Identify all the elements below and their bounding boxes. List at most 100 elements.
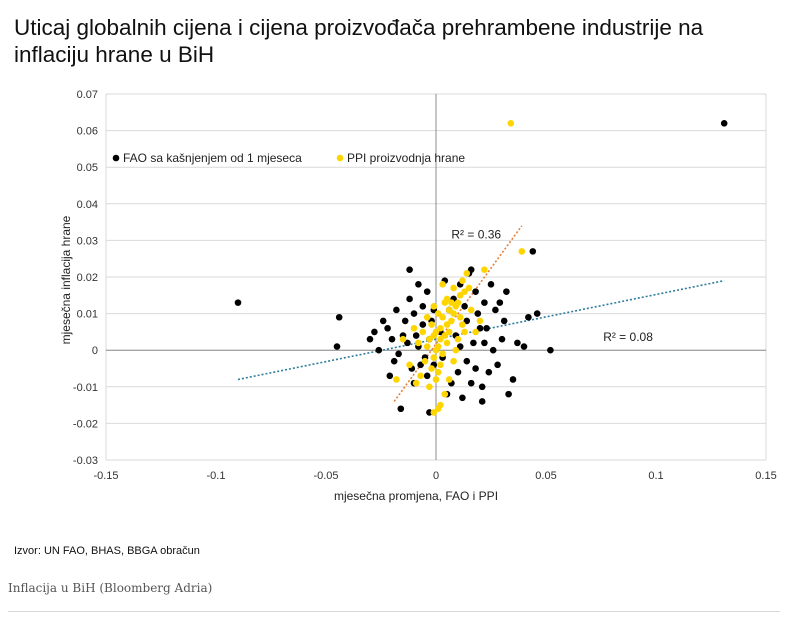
ppi-r2-label: R² = 0.36 <box>451 228 501 242</box>
ppi-point <box>430 302 438 310</box>
ppi-point <box>399 335 407 343</box>
fao-point <box>459 394 466 402</box>
ppi-point <box>410 324 418 332</box>
fao-point <box>463 357 471 365</box>
ppi-point <box>461 288 468 295</box>
fao-point <box>423 288 431 295</box>
fao-point <box>500 317 508 325</box>
fao-point <box>234 299 242 306</box>
fao-point <box>406 295 413 303</box>
y-axis-title: mjesečna inflacija hrane <box>59 215 73 344</box>
fao-point <box>384 324 391 332</box>
fao-point <box>461 302 468 310</box>
ppi-point <box>452 302 460 310</box>
x-tick-label: 0.1 <box>648 470 663 482</box>
ppi-point <box>450 310 457 317</box>
ppi-point <box>465 284 473 292</box>
fao-point <box>335 313 343 321</box>
x-tick-label: 0.05 <box>535 470 556 482</box>
fao-point <box>547 346 554 354</box>
ppi-point <box>441 332 449 339</box>
fao-point <box>375 346 383 354</box>
fao-point <box>533 310 541 317</box>
fao-point <box>423 372 431 380</box>
legend-marker-ppi <box>336 154 344 162</box>
fao-point <box>472 288 479 295</box>
ppi-point <box>430 409 438 416</box>
x-axis-title: mjesečna promjena, FAO i PPI <box>334 489 498 503</box>
chart-figure: Uticaj globalnih cijena i cijena proizvo… <box>14 15 777 557</box>
x-tick-label: -0.05 <box>313 470 338 482</box>
y-tick-label: 0.04 <box>77 199 98 211</box>
fao-point <box>454 368 462 376</box>
fao-point <box>496 299 504 306</box>
fao-point <box>487 281 495 288</box>
y-tick-label: 0.07 <box>77 89 98 101</box>
x-tick-label: -0.15 <box>93 470 118 482</box>
fao-point <box>366 335 374 343</box>
ppi-point <box>461 328 468 336</box>
ppi-point <box>445 376 453 383</box>
fao-point <box>474 310 482 317</box>
fao-point <box>395 350 402 358</box>
ppi-point <box>439 313 446 321</box>
ppi-point <box>507 119 515 127</box>
ppi-point <box>439 350 446 358</box>
ppi-point <box>434 368 442 376</box>
fao-point <box>379 317 387 325</box>
ppi-point <box>426 335 433 343</box>
fao-point <box>401 317 409 325</box>
y-tick-label: -0.02 <box>73 418 98 430</box>
ppi-point <box>481 266 488 273</box>
fao-point <box>456 343 464 350</box>
fao-point <box>720 119 728 127</box>
fao-point <box>489 346 497 354</box>
legend-marker-fao <box>112 154 120 162</box>
fao-point <box>404 339 411 347</box>
chart-title: Uticaj globalnih cijena i cijena proizvo… <box>14 15 704 67</box>
ppi-point <box>443 321 451 328</box>
ppi-point <box>448 299 455 306</box>
ppi-point <box>415 339 422 347</box>
fao-point <box>503 288 510 295</box>
axis-labels: -0.03 -0.02 -0.01 0 0.01 0.02 0.03 0.04 0.05 0.06… <box>59 89 777 503</box>
fao-point <box>481 299 488 306</box>
ppi-point <box>437 361 444 369</box>
ppi-point <box>467 306 475 314</box>
ppi-point <box>437 335 444 343</box>
fao-point <box>412 332 420 339</box>
figure-caption: Inflacija u BiH (Bloomberg Adria) <box>8 581 213 595</box>
ppi-point <box>434 405 442 413</box>
fao-point <box>467 379 475 387</box>
caption-divider <box>8 611 780 612</box>
fao-point <box>406 266 413 273</box>
ppi-point <box>430 332 438 339</box>
ppi-point <box>448 317 455 325</box>
source-note: Izvor: UN FAO, BHAS, BBGA obračun <box>14 545 200 557</box>
fao-point <box>419 302 427 310</box>
ppi-point <box>459 321 466 328</box>
fao-point <box>467 266 475 273</box>
x-tick-label: -0.1 <box>207 470 226 482</box>
ppi-point <box>393 376 400 383</box>
fao-point <box>476 324 484 332</box>
ppi-point <box>445 328 453 336</box>
ppi-point <box>454 335 462 343</box>
fao-point <box>478 383 486 391</box>
x-tick-label: 0 <box>433 470 439 482</box>
fao-point <box>371 328 378 336</box>
fao-point <box>410 310 418 317</box>
fao-point <box>415 281 422 288</box>
ppi-point <box>421 357 429 365</box>
legend-label-ppi: PPI proizvodnja hrane <box>347 151 465 165</box>
ppi-point <box>439 281 446 288</box>
y-tick-label: 0.06 <box>77 126 98 138</box>
ppi-point <box>476 317 484 325</box>
ppi-point <box>430 354 438 361</box>
fao-point <box>492 306 499 314</box>
fao-point <box>525 313 532 321</box>
ppi-point <box>428 365 435 372</box>
ppi-point <box>419 328 427 336</box>
y-tick-label: 0 <box>92 345 98 357</box>
data-points <box>234 119 728 416</box>
